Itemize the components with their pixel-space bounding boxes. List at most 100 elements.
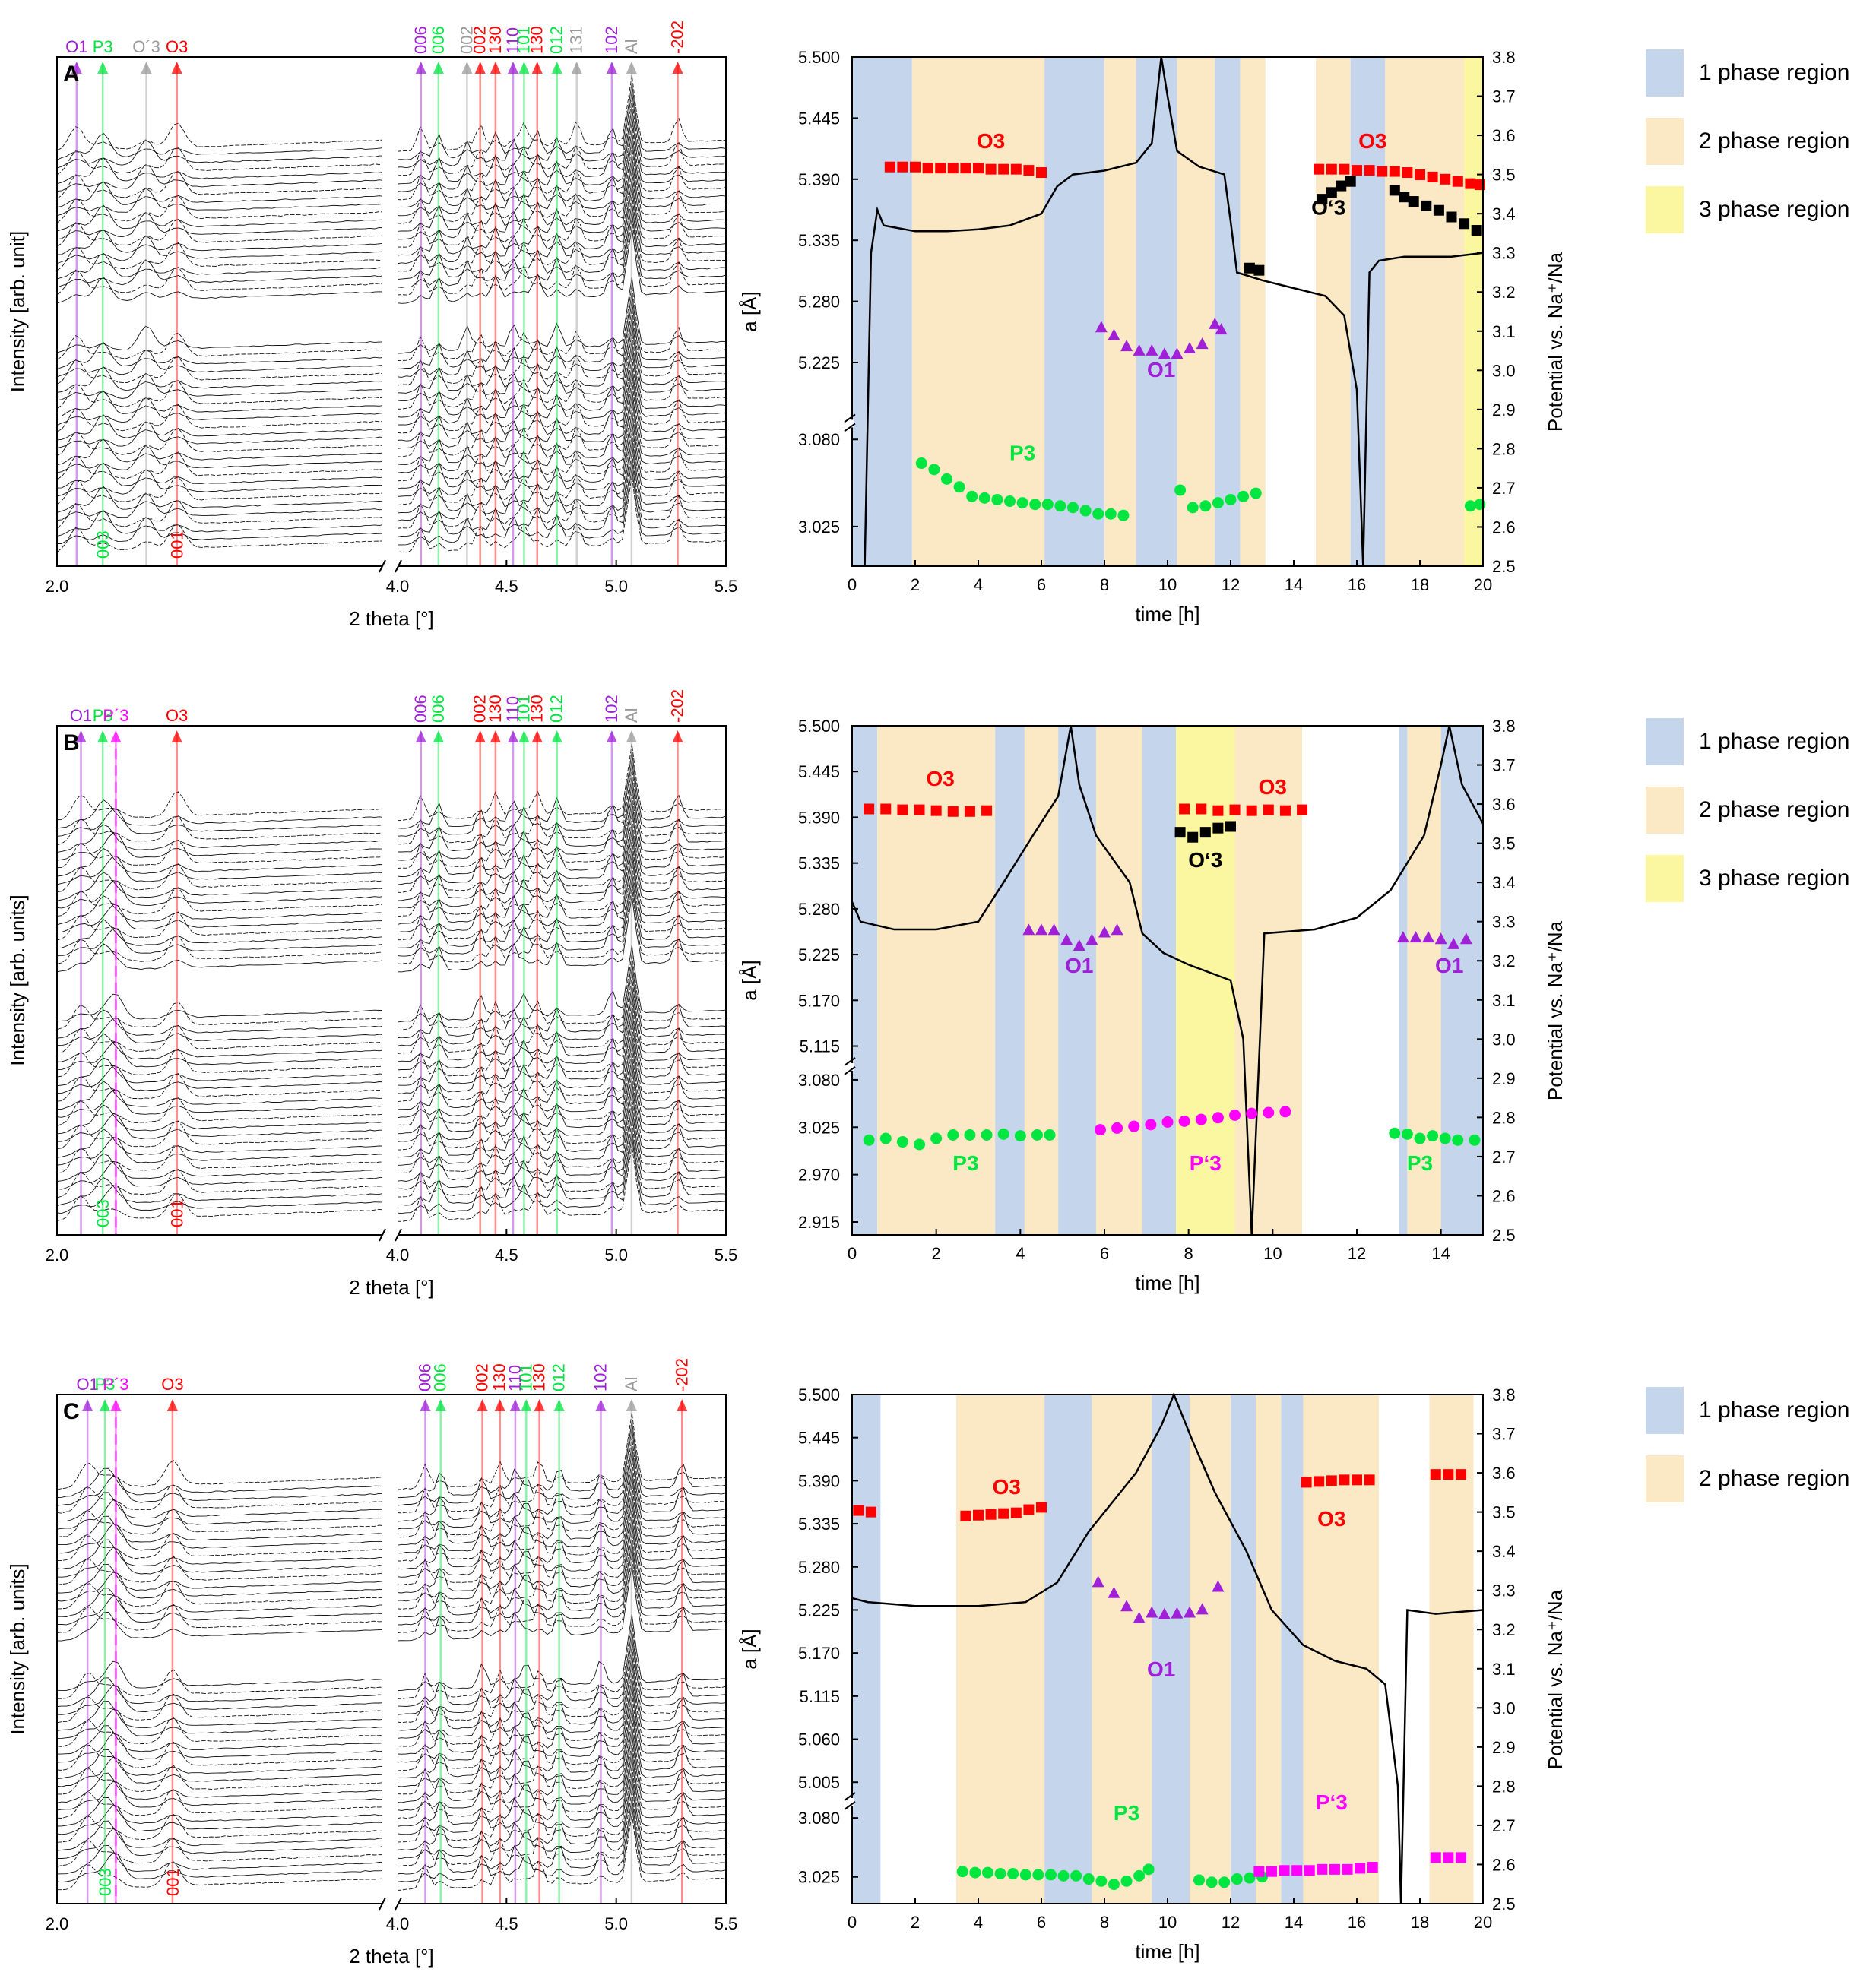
peak-label: 110 [503,27,522,54]
y2-tick-label: 3.4 [1492,1542,1516,1561]
data-point-square [1023,1504,1035,1515]
data-point-square [1399,192,1410,203]
xrd-tick-label: 4.0 [386,577,410,596]
data-point-circle [1212,497,1224,509]
panel-letter: C [63,1399,80,1424]
lattice-series [884,161,1486,521]
data-point-circle [964,1129,976,1141]
xrd-trace [56,219,384,247]
peak-label: Al [622,39,641,54]
xrd-trace [396,855,727,933]
xrd-tick-label: 4.5 [495,1246,518,1265]
xrd-trace [396,1614,727,1691]
y-tick-label: 3.025 [798,1118,840,1137]
phase-label: P3 [1114,1801,1139,1825]
data-point-circle [896,1136,908,1148]
xrd-trace [56,911,385,941]
peak-arrow [507,62,518,74]
y-tick-label: 5.060 [798,1730,840,1749]
phase-band-one-phase [852,726,878,1235]
data-point-square [1339,163,1350,175]
data-point-square [1446,211,1457,223]
phase-band-one-phase [1152,1395,1190,1904]
peak-label: O1 [70,706,92,725]
xrd-trace [56,397,385,426]
legend-swatch-three-phase [1646,855,1684,902]
peak-arrow [97,62,109,74]
data-point-square [1301,1477,1312,1488]
xrd-trace [56,139,384,169]
data-point-square [1314,1476,1325,1487]
data-point-circle [1427,1130,1439,1142]
peak-label: 131 [567,26,586,54]
xrd-ticks: 2.0 4.0 4.5 5.0 5.5 2 theta [°] Intensity [arb… [6,1563,737,1968]
peak-arrow [97,730,109,742]
xrd-trace [56,1749,385,1779]
data-point-triangle [1108,328,1120,340]
xrd-trace [396,332,727,410]
xrd-trace [396,1008,727,1086]
xrd-trace [56,1185,384,1214]
lattice-series [853,1469,1466,1891]
peak-label: P´3 [103,706,128,725]
xrd-trace [56,815,384,845]
xrd-trace [56,1097,385,1126]
xrd-trace [56,1120,385,1150]
data-point-square [1415,169,1425,180]
xrd-trace [56,943,385,973]
peak-arrow [595,1399,607,1411]
x-tick-label: 6 [1037,1913,1046,1932]
data-point-triangle [1215,323,1228,335]
xrd-trace [396,1445,727,1522]
data-point-square [910,161,921,173]
data-point-square [1246,805,1257,816]
data-point-circle [956,1866,968,1878]
xrd-trace [396,211,727,288]
xrd-trace [56,832,385,861]
data-point-circle [1044,1869,1057,1881]
data-point-square [864,803,875,815]
xrd-trace [56,1081,385,1110]
xrd-trace [396,1516,727,1594]
xrd-trace [396,1813,727,1892]
phase-label: O1 [1065,954,1093,977]
data-point-square [1263,804,1274,815]
peak-arrow [415,730,426,742]
xrd-trace [396,115,727,192]
xrd-trace [56,1772,385,1803]
data-point-triangle [1209,317,1222,329]
xrd-trace [56,451,385,480]
xrd-trace [56,325,385,353]
data-point-circle [879,1132,892,1144]
x-tick-label: 12 [1222,575,1240,594]
data-point-circle [1057,1869,1070,1882]
peak-arrow [606,730,617,742]
xrd-trace [396,1144,727,1222]
xrd-trace [56,1781,385,1811]
xrd-traces [56,1412,727,1892]
xrd-trace [56,863,385,892]
xrd-trace [396,293,726,369]
data-point-square [884,161,895,173]
x-axis-title: time [h] [1135,603,1199,625]
data-point-square [1314,163,1325,175]
xrd-trace [56,195,385,223]
xrd-trace [396,1508,727,1586]
data-point-triangle [1095,321,1108,333]
y2-tick-label: 3.6 [1492,1464,1516,1483]
xrd-trace [56,809,385,837]
phase-band-two-phase [1316,57,1351,566]
xrd-trace [56,791,385,821]
data-point-square [1427,171,1438,182]
lattice-chart: O3 O3 O1 P3 P‘3 5.500 5.445 5.390 5.335 5.280 5.22… [738,1385,1567,1963]
data-point-square [1244,262,1255,274]
y2-tick-label: 2.6 [1492,518,1516,537]
peak-label: 006 [411,695,430,723]
peak-label: 102 [591,1363,610,1391]
peak-arrow [171,730,182,742]
legend-label: 2 phase region [1699,1466,1850,1491]
data-point-square [985,163,997,175]
xrd-trace [56,486,385,513]
xrd-trace [56,259,385,288]
phase-band-one-phase [1281,1395,1304,1904]
